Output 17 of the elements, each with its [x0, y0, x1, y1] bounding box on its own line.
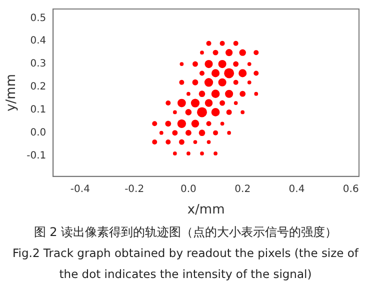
x-tick-label: -0.4 — [70, 184, 90, 195]
x-tick-label: 0.4 — [288, 184, 305, 195]
y-tick-label: 0.2 — [30, 82, 46, 93]
y-tick-label: -0.1 — [26, 150, 46, 162]
x-axis-title: x/mm — [187, 202, 225, 218]
y-tick-label: 0.4 — [30, 36, 46, 47]
y-tick-label: 0.5 — [30, 12, 46, 24]
x-tick-label: 0.2 — [234, 184, 251, 195]
y-tick-label: 0.1 — [30, 104, 46, 116]
y-tick-label: 0.3 — [30, 58, 46, 70]
x-tick-label: -0.2 — [124, 184, 144, 195]
caption: Fig.2 Track graph obtained by readout the pixels (the size of the dot indicates the intensity of the signal) — [12, 245, 360, 283]
caption: 图 2 读出像素得到的轨迹图（点的大小表示信号的强度） — [32, 224, 338, 241]
x-tick-label: 0.0 — [180, 184, 196, 195]
y-tick-label: 0.0 — [30, 127, 46, 138]
y-axis-title: y/mm — [4, 74, 20, 112]
x-tick-label: 0.6 — [342, 184, 359, 195]
